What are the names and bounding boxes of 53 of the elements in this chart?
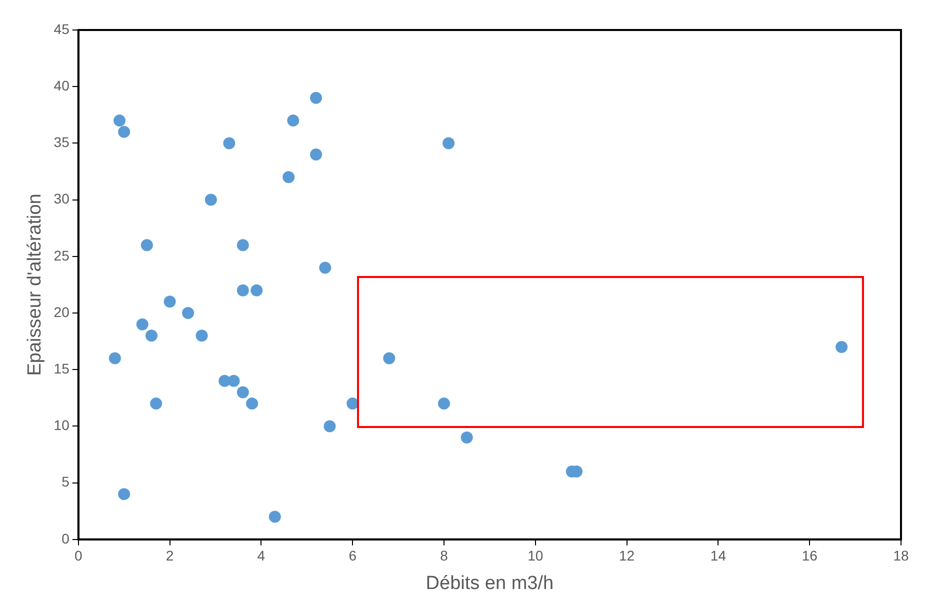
y-tick-label: 20: [54, 304, 70, 320]
point: [150, 398, 162, 410]
y-tick-label: 25: [54, 247, 70, 264]
y-tick-label: 10: [54, 417, 70, 434]
point: [310, 92, 322, 104]
point: [438, 398, 450, 410]
point: [324, 420, 336, 432]
point: [228, 374, 240, 387]
y-tick-label: 35: [54, 134, 70, 150]
point: [310, 148, 322, 161]
point: [196, 330, 208, 342]
point: [136, 318, 148, 330]
point: [182, 307, 194, 319]
y-tick-label: 40: [54, 77, 70, 94]
point: [118, 126, 130, 138]
x-tick-label: 14: [710, 548, 726, 564]
point: [145, 330, 158, 342]
x-tick-label: 6: [348, 548, 357, 564]
point: [140, 239, 153, 252]
point: [223, 137, 236, 150]
y-tick-label: 0: [62, 530, 70, 546]
x-tick-label: 2: [166, 548, 174, 564]
point: [204, 194, 217, 206]
point: [114, 114, 126, 127]
x-axis-title: Débits en m3/h: [426, 572, 554, 594]
point: [164, 296, 176, 308]
point: [442, 137, 455, 150]
point: [282, 171, 295, 184]
point: [460, 432, 473, 444]
x-tick-label: 16: [802, 548, 818, 564]
point: [319, 262, 332, 274]
point: [236, 239, 249, 252]
x-tick-label: 18: [893, 548, 909, 564]
point: [246, 398, 258, 410]
y-tick-label: 30: [54, 190, 70, 207]
point: [383, 352, 396, 364]
x-tick-label: 8: [440, 548, 448, 564]
y-axis-title: Epaisseur d'altération: [24, 194, 46, 376]
point: [108, 352, 121, 364]
y-tick-label: 5: [62, 474, 70, 490]
point: [236, 386, 249, 398]
x-tick-label: 4: [257, 548, 266, 564]
point: [236, 284, 249, 296]
point: [250, 284, 263, 296]
y-tick-label: 15: [54, 360, 70, 376]
x-tick-label: 10: [528, 548, 544, 564]
point: [118, 488, 130, 500]
y-tick-label: 45: [54, 20, 70, 37]
point: [287, 114, 300, 127]
point: [268, 510, 281, 523]
point: [836, 340, 848, 353]
x-tick-label: 12: [619, 548, 635, 564]
x-tick-label: 0: [74, 548, 82, 564]
